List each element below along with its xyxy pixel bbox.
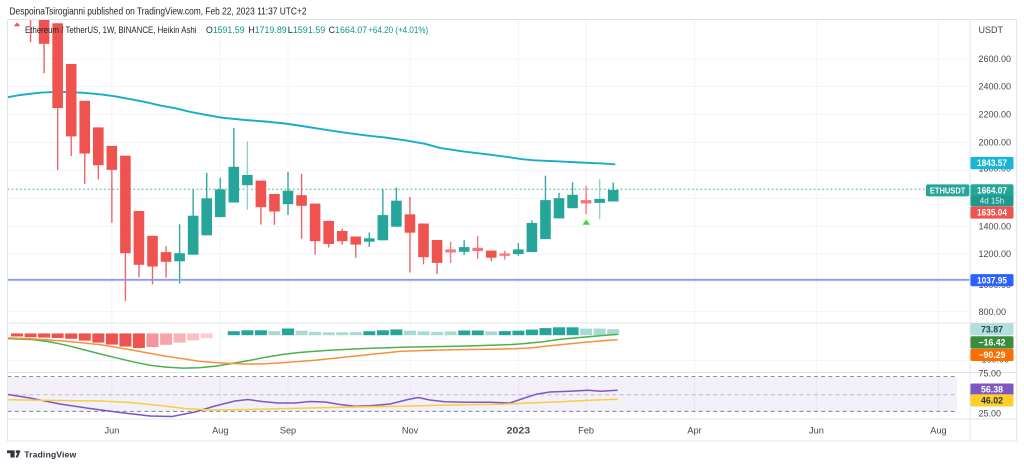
svg-text:USDT: USDT — [979, 25, 1004, 35]
svg-text:2000.00: 2000.00 — [979, 138, 1012, 148]
svg-text:Aug: Aug — [212, 426, 228, 436]
svg-text:800.00: 800.00 — [979, 307, 1007, 317]
svg-text:46.02: 46.02 — [981, 396, 1003, 406]
svg-text:2400.00: 2400.00 — [979, 82, 1012, 92]
svg-text:1037.95: 1037.95 — [977, 275, 1007, 285]
svg-text:Feb: Feb — [578, 426, 594, 436]
svg-text:1200.00: 1200.00 — [979, 249, 1012, 259]
svg-text:2600.00: 2600.00 — [979, 54, 1012, 64]
svg-text:Jun: Jun — [104, 426, 119, 436]
svg-text:75.00: 75.00 — [979, 369, 1002, 379]
svg-text:DespoinaTsirogianni published: DespoinaTsirogianni published on Trading… — [10, 6, 307, 17]
svg-text:Apr: Apr — [687, 426, 701, 436]
svg-text:−16.42: −16.42 — [979, 338, 1006, 348]
svg-text:Ethereum / TetherUS, 1W, BINAN: Ethereum / TetherUS, 1W, BINANCE, Heikin… — [25, 25, 197, 36]
svg-text:1664.07: 1664.07 — [977, 185, 1007, 195]
svg-text:73.87: 73.87 — [981, 324, 1003, 334]
svg-text:ETHUSDT: ETHUSDT — [930, 187, 966, 196]
svg-text:TradingView: TradingView — [24, 449, 76, 459]
svg-text:+64.20 (+4.01%): +64.20 (+4.01%) — [368, 25, 428, 36]
svg-text:1843.57: 1843.57 — [977, 158, 1007, 168]
svg-text:Nov: Nov — [402, 426, 419, 436]
svg-text:2200.00: 2200.00 — [979, 110, 1012, 120]
svg-text:1635.04: 1635.04 — [977, 208, 1007, 218]
svg-text:Aug: Aug — [930, 426, 946, 436]
svg-text:25.00: 25.00 — [979, 409, 1002, 419]
svg-text:2023: 2023 — [507, 426, 531, 436]
svg-text:56.38: 56.38 — [981, 385, 1003, 395]
svg-text:C1664.07: C1664.07 — [329, 25, 368, 36]
svg-text:Sep: Sep — [280, 426, 296, 436]
svg-text:L1591.59: L1591.59 — [288, 25, 326, 36]
svg-text:H1719.89: H1719.89 — [248, 25, 287, 36]
svg-text:1400.00: 1400.00 — [979, 222, 1012, 232]
svg-text:Jun: Jun — [809, 426, 824, 436]
svg-text:4d 15h: 4d 15h — [980, 197, 1005, 206]
svg-text:O1591.59: O1591.59 — [206, 25, 245, 36]
svg-text:−90.29: −90.29 — [979, 350, 1006, 360]
